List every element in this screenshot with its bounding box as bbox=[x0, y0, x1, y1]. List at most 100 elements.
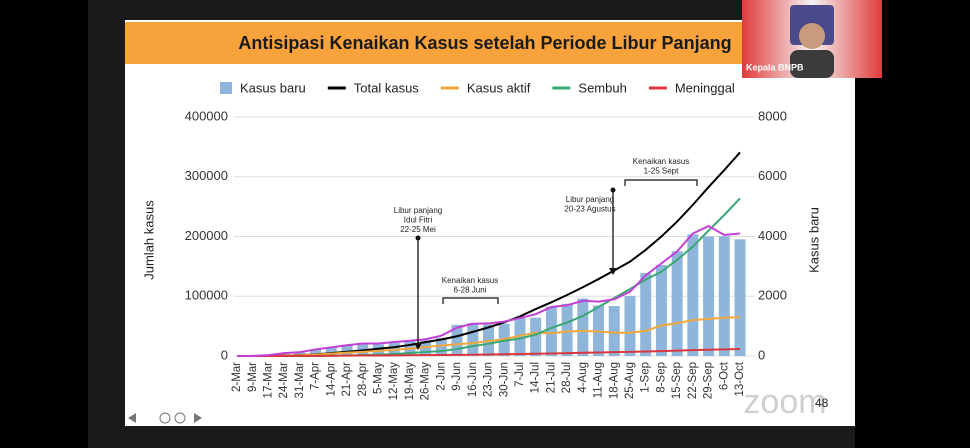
legend-label: Kasus baru bbox=[240, 80, 306, 95]
zoom-icon[interactable] bbox=[159, 412, 171, 424]
bar bbox=[640, 273, 652, 356]
bar bbox=[703, 236, 715, 356]
x-tick-label: 5-May bbox=[373, 362, 385, 394]
x-tick-label: 23-Jun bbox=[483, 362, 495, 397]
menu-icon[interactable] bbox=[174, 412, 186, 424]
x-tick-label: 8-Sep bbox=[655, 362, 667, 393]
annotation-bracket bbox=[624, 179, 698, 186]
video-label: Kepala BNPB bbox=[746, 62, 804, 72]
x-tick-label: 29-Sep bbox=[703, 362, 715, 399]
title-bar bbox=[125, 22, 855, 64]
y-tick-label: 200000 bbox=[185, 228, 228, 243]
slide-title: Antisipasi Kenaikan Kasus setelah Period… bbox=[238, 33, 731, 53]
annotation-text: 6-28 Juni bbox=[454, 286, 487, 295]
annotation-arrowhead bbox=[609, 268, 617, 275]
x-tick-label: 2-Mar bbox=[231, 362, 243, 392]
bar bbox=[687, 234, 699, 356]
x-tick-label: 14-Apr bbox=[325, 362, 337, 397]
y2-tick-label: 2000 bbox=[758, 288, 787, 303]
bar bbox=[451, 324, 463, 356]
bar bbox=[278, 352, 290, 356]
x-tick-label: 21-Jul bbox=[545, 362, 557, 393]
x-tick-label: 13-Oct bbox=[734, 361, 746, 396]
annotation-text: 22-25 Mei bbox=[400, 225, 436, 234]
speaker-body bbox=[790, 50, 834, 78]
x-tick-label: 18-Aug bbox=[608, 362, 620, 399]
bar bbox=[310, 349, 322, 356]
prev-icon[interactable] bbox=[128, 413, 136, 423]
bar bbox=[420, 340, 432, 356]
x-tick-label: 26-May bbox=[420, 362, 432, 401]
y2-tick-label: 0 bbox=[758, 347, 765, 362]
x-tick-label: 24-Mar bbox=[278, 362, 290, 399]
bar bbox=[655, 265, 667, 356]
legend-swatch bbox=[220, 82, 232, 94]
bar bbox=[545, 306, 557, 356]
bar bbox=[467, 322, 479, 356]
annotation-text: 1-25 Sept bbox=[644, 167, 679, 176]
annotation-text: Libur panjang bbox=[566, 195, 614, 204]
x-tick-label: 16-Jun bbox=[467, 362, 479, 397]
x-tick-label: 15-Sep bbox=[671, 362, 683, 399]
x-tick-label: 14-Jul bbox=[530, 362, 542, 393]
x-tick-label: 22-Sep bbox=[687, 362, 699, 399]
y2-tick-label: 4000 bbox=[758, 228, 787, 243]
legend-label: Sembuh bbox=[578, 80, 626, 95]
bar bbox=[388, 341, 400, 356]
y2-tick-label: 6000 bbox=[758, 168, 787, 183]
bar bbox=[435, 337, 447, 356]
annotation-text: Kenaikan kasus bbox=[633, 157, 689, 166]
line-series bbox=[236, 224, 741, 357]
speaker-head bbox=[799, 23, 825, 49]
legend-label: Kasus aktif bbox=[467, 80, 531, 95]
annotation-bracket bbox=[442, 297, 499, 304]
legend-label: Meninggal bbox=[675, 80, 735, 95]
y-axis-title: Jumlah kasus bbox=[141, 200, 156, 280]
line-series bbox=[236, 316, 741, 357]
line-series bbox=[237, 348, 741, 357]
x-tick-label: 11-Aug bbox=[593, 362, 605, 398]
bar bbox=[325, 347, 337, 356]
y2-axis-title: Kasus baru bbox=[806, 207, 821, 273]
bar bbox=[561, 303, 573, 356]
x-tick-label: 9-Jun bbox=[451, 362, 463, 391]
x-tick-label: 21-Apr bbox=[341, 362, 353, 397]
x-tick-label: 25-Aug bbox=[624, 362, 636, 399]
x-tick-label: 6-Oct bbox=[718, 361, 730, 390]
y-tick-label: 100000 bbox=[185, 288, 228, 303]
bar bbox=[718, 236, 730, 356]
bar bbox=[341, 344, 353, 356]
bar bbox=[734, 239, 746, 356]
x-tick-label: 4-Aug bbox=[577, 362, 589, 393]
y2-tick-label: 8000 bbox=[758, 108, 787, 123]
bar bbox=[577, 298, 589, 356]
x-tick-label: 28-Jul bbox=[561, 362, 573, 393]
x-tick-label: 17-Mar bbox=[262, 362, 274, 399]
x-tick-label: 9-Mar bbox=[247, 362, 259, 392]
y-tick-label: 300000 bbox=[185, 168, 228, 183]
x-tick-label: 12-May bbox=[388, 362, 400, 401]
x-tick-label: 7-Jul bbox=[514, 362, 526, 387]
next-icon[interactable] bbox=[194, 413, 202, 423]
x-tick-label: 7-Apr bbox=[310, 362, 322, 390]
annotation-text: Idul Fitri bbox=[404, 216, 433, 225]
annotation-text: Kenaikan kasus bbox=[442, 276, 498, 285]
bar bbox=[624, 296, 636, 356]
annotation-arrowhead bbox=[414, 343, 422, 350]
annotation-text: 20-23 Agustus bbox=[564, 205, 615, 214]
slide bbox=[125, 20, 855, 426]
bar bbox=[608, 306, 620, 356]
x-tick-label: 31-Mar bbox=[294, 362, 306, 399]
toolbar[interactable] bbox=[128, 412, 202, 424]
watermark: zoom bbox=[743, 383, 826, 421]
bar bbox=[514, 318, 526, 356]
page-number: 48 bbox=[815, 396, 829, 410]
x-tick-label: 1-Sep bbox=[640, 362, 652, 393]
video-thumbnail: Kepala BNPB bbox=[742, 0, 882, 78]
bar bbox=[671, 251, 683, 356]
y-tick-label: 400000 bbox=[185, 108, 228, 123]
legend-label: Total kasus bbox=[354, 80, 420, 95]
x-tick-label: 30-Jun bbox=[498, 362, 510, 397]
